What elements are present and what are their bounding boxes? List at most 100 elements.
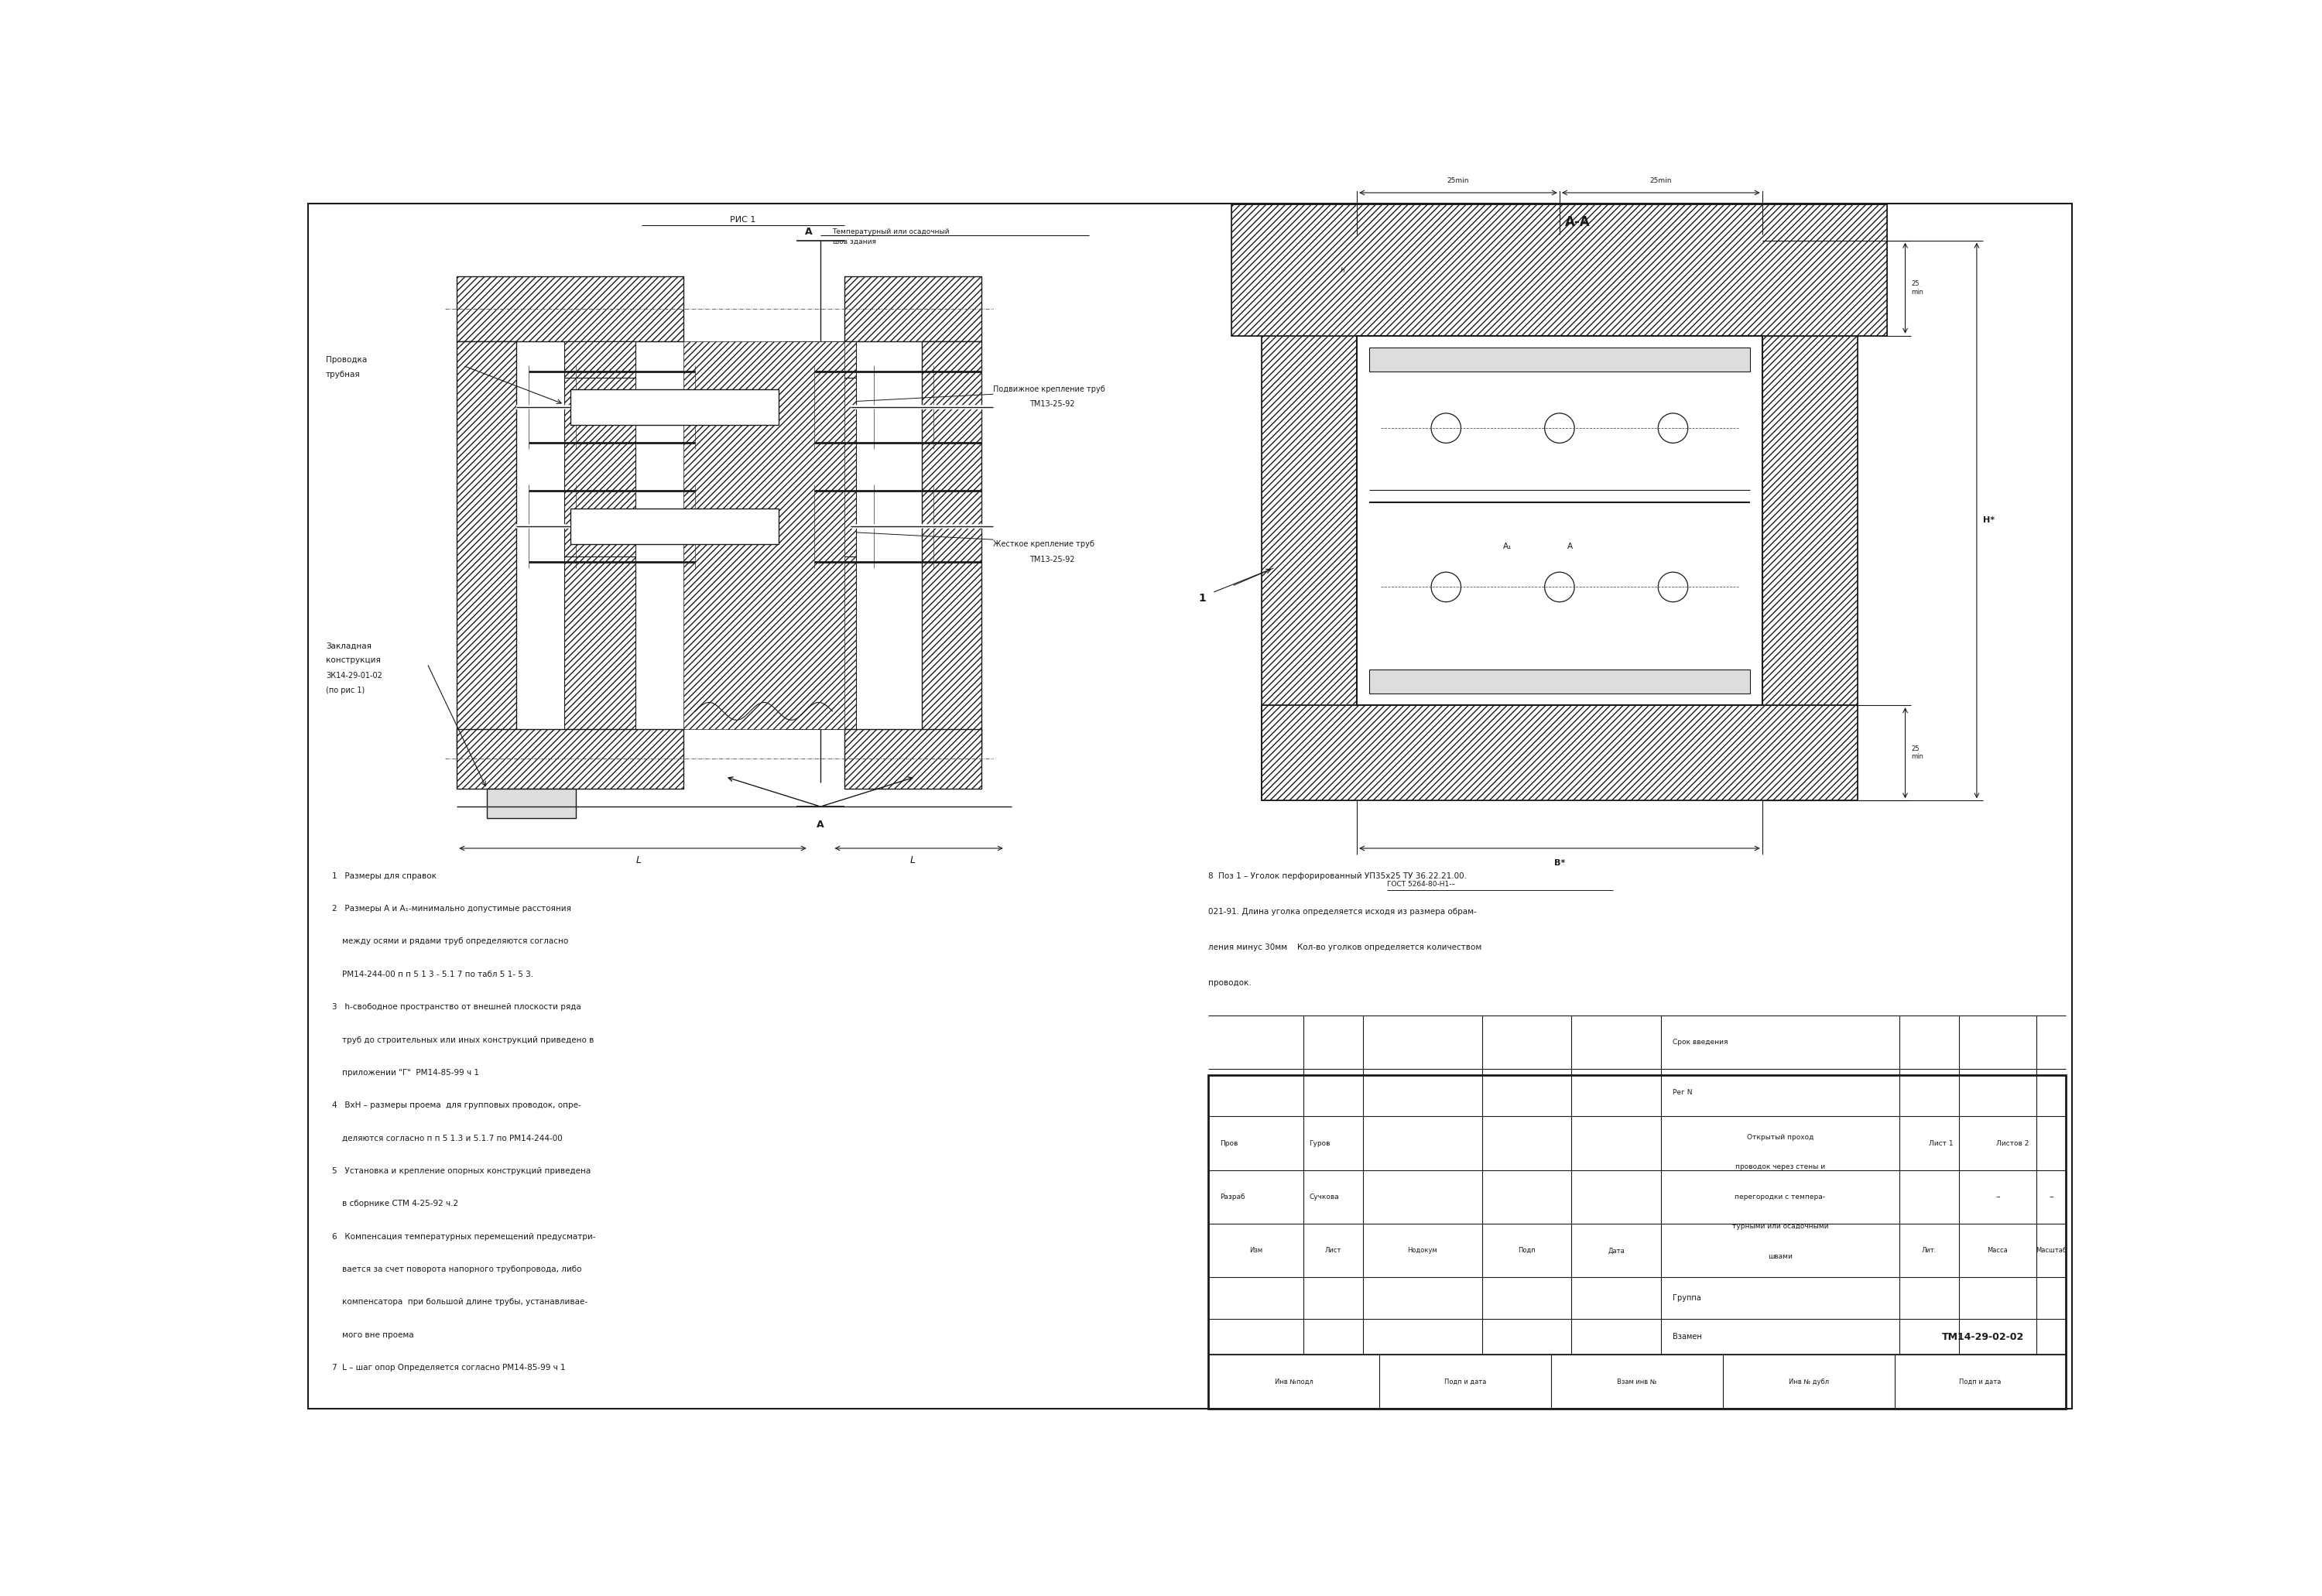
Text: Разраб: Разраб: [1219, 1194, 1245, 1200]
Text: 25min: 25min: [1447, 177, 1470, 184]
Bar: [564, 342, 636, 378]
Text: ЗК14-29-01-02: ЗК14-29-01-02: [325, 672, 383, 680]
Text: 021-91. Длина уголка определяется исходя из размера обрам-: 021-91. Длина уголка определяется исходя…: [1207, 908, 1477, 916]
Bar: [1231, 204, 1888, 335]
Text: 1: 1: [1198, 592, 1205, 603]
Text: Подп и дата: Подп и дата: [1960, 1379, 2002, 1385]
Bar: [1261, 705, 1858, 801]
Text: Подп: Подп: [1519, 1246, 1535, 1254]
Text: в сборнике СТМ 4-25-92 ч.2: в сборнике СТМ 4-25-92 ч.2: [332, 1200, 457, 1208]
Bar: [785, 378, 857, 557]
Bar: [1370, 348, 1751, 372]
Text: мого вне проема: мого вне проема: [332, 1331, 413, 1339]
Text: 5   Установка и крепление опорных конструкций приведена: 5 Установка и крепление опорных конструк…: [332, 1167, 590, 1175]
Text: Открытый проход: Открытый проход: [1746, 1133, 1813, 1141]
Text: ГОСТ 5264-80-Н1-–: ГОСТ 5264-80-Н1-–: [1386, 881, 1456, 887]
Text: 25
min: 25 min: [1911, 281, 1923, 295]
Text: (по рис 1): (по рис 1): [325, 686, 365, 694]
Text: 4   ВхН – размеры проема  для групповых проводок, опре-: 4 ВхН – размеры проема для групповых про…: [332, 1101, 580, 1109]
Bar: [785, 378, 857, 557]
Text: Закладная: Закладная: [325, 642, 372, 650]
Text: В*: В*: [1553, 859, 1565, 867]
Text: между осями и рядами труб определяются согласно: между осями и рядами труб определяются с…: [332, 938, 569, 945]
Text: А: А: [1567, 543, 1572, 551]
Bar: [457, 342, 515, 753]
Text: А-А: А-А: [1565, 215, 1591, 230]
Text: –: –: [1995, 1194, 1999, 1200]
Bar: [488, 788, 576, 819]
Text: h: h: [1340, 267, 1344, 273]
Text: проводок.: проводок.: [1207, 980, 1252, 988]
Text: ления минус 30мм    Кол-во уголков определяется количеством: ления минус 30мм Кол-во уголков определя…: [1207, 943, 1481, 951]
Text: ТМ14-29-02-02: ТМ14-29-02-02: [1941, 1333, 2025, 1342]
Text: 6   Компенсация температурных перемещений предусматри-: 6 Компенсация температурных перемещений …: [332, 1232, 594, 1240]
Bar: [1356, 335, 1762, 705]
Bar: [785, 557, 857, 729]
Text: Нодокум: Нодокум: [1407, 1246, 1437, 1254]
Text: Подвижное крепление труб: Подвижное крепление труб: [994, 386, 1105, 393]
Text: Масштаб: Масштаб: [2036, 1246, 2067, 1254]
Text: 25min: 25min: [1651, 177, 1672, 184]
Text: Проводка: Проводка: [325, 356, 367, 364]
Text: шов здания: шов здания: [831, 238, 875, 246]
Text: Жесткое крепление труб: Жесткое крепление труб: [994, 541, 1094, 547]
Bar: [1207, 1074, 2067, 1409]
Bar: [1370, 669, 1751, 693]
Bar: [1261, 705, 1858, 801]
Text: деляются согласно п п 5 1.3 и 5.1.7 по РМ14-244-00: деляются согласно п п 5 1.3 и 5.1.7 по Р…: [332, 1135, 562, 1143]
Text: труб до строительных или иных конструкций приведено в: труб до строительных или иных конструкци…: [332, 1036, 594, 1044]
Text: швами: швами: [1767, 1253, 1793, 1259]
Bar: [457, 729, 683, 788]
Text: Инв № дубл: Инв № дубл: [1788, 1379, 1830, 1385]
Bar: [457, 276, 683, 342]
Text: Срок введения: Срок введения: [1672, 1039, 1728, 1045]
Text: трубная: трубная: [325, 370, 360, 378]
Text: 2   Размеры А и А₁-минимально допустимые расстояния: 2 Размеры А и А₁-минимально допустимые р…: [332, 905, 571, 913]
Text: Взамен: Взамен: [1672, 1333, 1702, 1341]
Bar: [457, 729, 683, 788]
Bar: [564, 378, 636, 557]
Text: Гуров: Гуров: [1310, 1140, 1331, 1148]
Text: Н*: Н*: [1983, 517, 1995, 525]
Bar: [1762, 241, 1858, 801]
Text: Сучкова: Сучкова: [1310, 1194, 1340, 1200]
Text: 7  L – шаг опор Определяется согласно РМ14-85-99 ч 1: 7 L – шаг опор Определяется согласно РМ1…: [332, 1365, 564, 1371]
Bar: [845, 729, 982, 788]
Text: Пров: Пров: [1219, 1140, 1238, 1148]
Text: –: –: [2048, 1194, 2053, 1200]
Text: проводок через стены и: проводок через стены и: [1735, 1163, 1825, 1170]
Bar: [1231, 204, 1888, 335]
Bar: [564, 378, 636, 557]
Text: ТМ13-25-92: ТМ13-25-92: [1029, 555, 1075, 563]
Bar: [571, 389, 778, 425]
Text: 8  Поз 1 – Уголок перфорированный УП35х25 ТУ 36.22.21.00.: 8 Поз 1 – Уголок перфорированный УП35х25…: [1207, 871, 1468, 879]
Text: 1   Размеры для справок: 1 Размеры для справок: [332, 871, 437, 879]
Text: Рег N: Рег N: [1672, 1088, 1693, 1096]
Text: А: А: [817, 819, 824, 830]
Bar: [564, 557, 636, 729]
Text: Дата: Дата: [1607, 1246, 1625, 1254]
Bar: [457, 342, 515, 753]
Bar: [1261, 241, 1356, 801]
Text: перегородки с темпера-: перегородки с темпера-: [1735, 1194, 1825, 1200]
Text: Подп и дата: Подп и дата: [1444, 1379, 1486, 1385]
Bar: [785, 557, 857, 729]
Text: Группа: Группа: [1672, 1294, 1702, 1302]
Bar: [922, 342, 982, 753]
Text: компенсатора  при большой длине трубы, устанавливае-: компенсатора при большой длине трубы, ус…: [332, 1298, 587, 1306]
Text: РМ14-244-00 п п 5 1 3 - 5.1 7 по табл 5 1- 5 3.: РМ14-244-00 п п 5 1 3 - 5.1 7 по табл 5 …: [332, 970, 534, 978]
Text: Изм: Изм: [1249, 1246, 1263, 1254]
Text: конструкция: конструкция: [325, 656, 381, 664]
Bar: [457, 276, 683, 342]
Bar: [922, 342, 982, 753]
Bar: [785, 342, 857, 378]
Text: Масса: Масса: [1988, 1246, 2009, 1254]
Bar: [1762, 241, 1858, 801]
Bar: [845, 276, 982, 342]
Bar: [845, 729, 982, 788]
Text: Инв №подл: Инв №подл: [1275, 1379, 1312, 1385]
Text: вается за счет поворота напорного трубопровода, либо: вается за счет поворота напорного трубоп…: [332, 1266, 580, 1274]
Text: А: А: [806, 227, 813, 236]
Text: А₁: А₁: [1502, 543, 1512, 551]
Bar: [683, 342, 845, 729]
